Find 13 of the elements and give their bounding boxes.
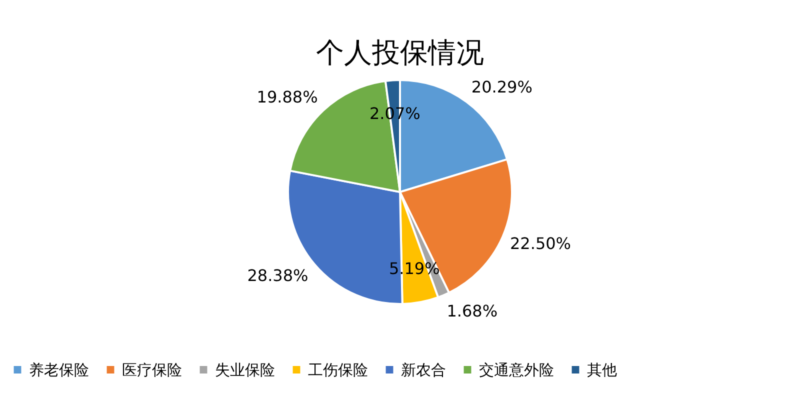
data-label: 19.88% bbox=[256, 87, 318, 106]
legend-label: 新农合 bbox=[401, 360, 446, 379]
legend-label: 交通意外险 bbox=[479, 360, 554, 379]
data-label: 22.50% bbox=[510, 234, 572, 253]
legend-label: 工伤保险 bbox=[308, 360, 368, 379]
legend-label: 其他 bbox=[587, 360, 617, 379]
legend-label: 失业保险 bbox=[215, 360, 275, 379]
chart-title: 个人投保情况 bbox=[316, 36, 484, 69]
legend-label: 养老保险 bbox=[29, 360, 89, 379]
data-label: 1.68% bbox=[446, 302, 498, 321]
data-label: 20.29% bbox=[471, 78, 532, 97]
legend-label: 医疗保险 bbox=[122, 360, 182, 379]
data-label: 28.38% bbox=[247, 266, 308, 285]
